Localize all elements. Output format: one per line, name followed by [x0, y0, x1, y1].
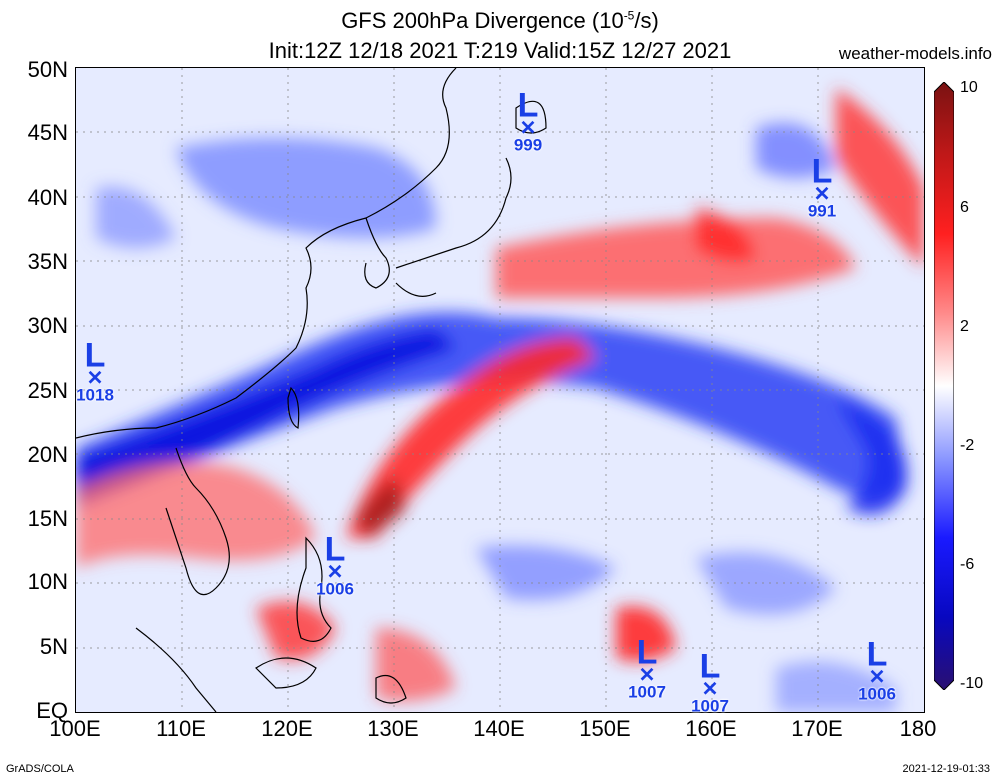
footer-right: 2021-12-19-01:33 [902, 763, 990, 775]
lat-label: 15N [27, 506, 68, 531]
lat-label: 45N [27, 120, 68, 145]
lon-label: 100E [49, 716, 101, 741]
lon-label: 120E [261, 716, 313, 741]
low-marker: L ✕ 999 [513, 86, 543, 155]
lat-label: 30N [27, 313, 68, 338]
title-text: GFS 200hPa Divergence (10 [341, 8, 624, 33]
colorbar-label: -6 [960, 556, 975, 573]
lat-label: 35N [27, 249, 68, 274]
title-line-2: Init:12Z 12/18 2021 T:219 Valid:15Z 12/2… [268, 38, 732, 63]
lon-label: 110E [156, 716, 206, 741]
colorbar [934, 82, 954, 690]
low-marker: L ✕ 1006 [858, 635, 896, 704]
lon-label: 140E [473, 716, 525, 741]
lon-label: 170E [791, 716, 843, 741]
lat-label: 5N [39, 634, 68, 659]
site-credit: weather-models.info [838, 44, 992, 63]
title-line-1: GFS 200hPa Divergence (10-5/s) [0, 8, 1000, 34]
lon-label: 180 [899, 716, 937, 741]
lat-label: 25N [27, 378, 68, 403]
colorbar-label: 10 [960, 79, 978, 96]
lat-label: 10N [27, 569, 68, 594]
lat-label: EQ [36, 698, 68, 723]
divergence-field [76, 68, 924, 712]
lat-label: 50N [27, 57, 68, 82]
colorbar-label: 6 [960, 199, 969, 216]
low-marker: L ✕ 991 [807, 152, 837, 221]
low-marker: L ✕ 1007 [691, 647, 729, 716]
footer-left: GrADS/COLA [6, 763, 74, 775]
title-unit: /s) [634, 8, 659, 33]
coastlines [76, 68, 547, 712]
map-plot [75, 67, 925, 713]
low-marker: L ✕ 1007 [628, 633, 666, 702]
colorbar-label: -2 [960, 437, 975, 454]
low-marker: L ✕ 1018 [76, 336, 114, 405]
low-marker: L ✕ 1006 [316, 530, 354, 599]
title-superscript: -5 [623, 8, 635, 23]
lat-label: 20N [27, 442, 68, 467]
lat-label: 40N [27, 185, 68, 210]
colorbar-label: -10 [960, 675, 984, 692]
colorbar-label: 2 [960, 318, 969, 335]
lon-label: 150E [579, 716, 631, 741]
lon-label: 130E [367, 716, 419, 741]
lon-label: 160E [685, 716, 737, 741]
